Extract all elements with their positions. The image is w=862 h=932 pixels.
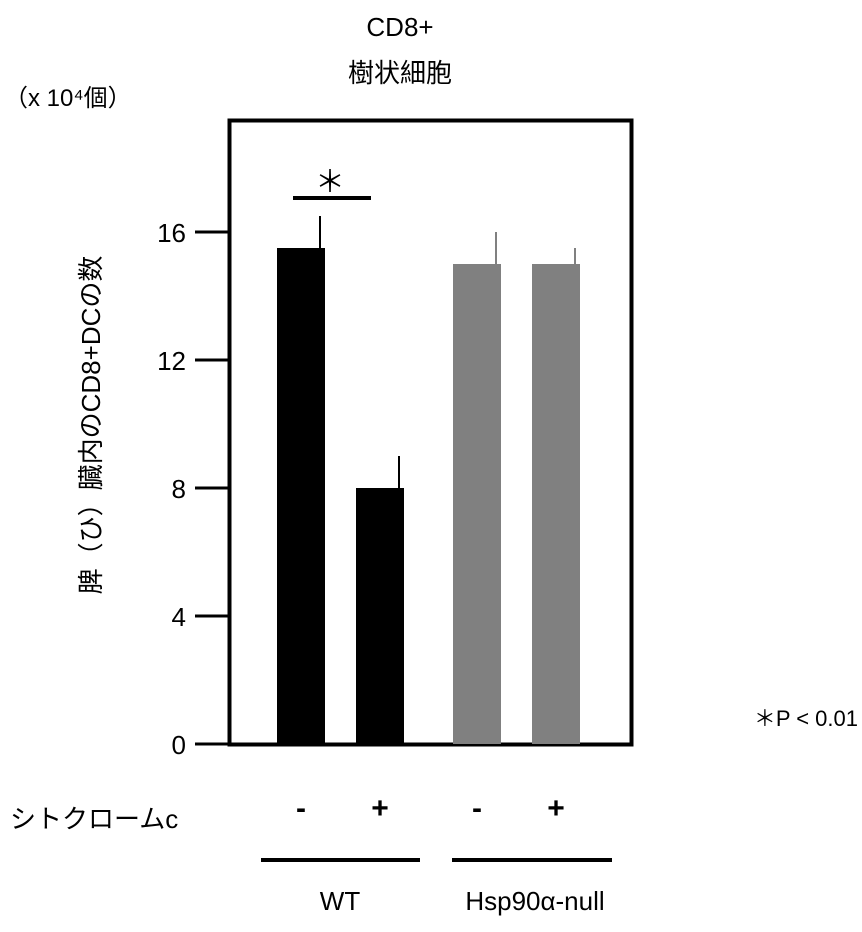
p-value-footnote: ＊P < 0.01 — [754, 706, 858, 731]
bars — [277, 248, 580, 744]
treatment-labels: - + - + — [296, 792, 565, 825]
y-tick-label: 12 — [157, 346, 186, 376]
error-bars — [319, 216, 576, 488]
y-tick-label: 16 — [157, 218, 186, 248]
chart-title-line-1: CD8+ — [366, 12, 433, 42]
group-label-hsp90: Hsp90α-null — [465, 886, 604, 916]
bar — [277, 248, 325, 744]
treatment-row-label: シトクロームc — [10, 804, 178, 834]
treatment-label: - — [472, 792, 482, 825]
unit-label: （x 10⁴個） — [4, 85, 132, 112]
group-label-wt: WT — [320, 886, 361, 916]
y-tick-label: 0 — [172, 730, 186, 760]
significance-marker: ＊ — [315, 166, 345, 199]
bar — [453, 264, 501, 744]
y-tick-label: 8 — [172, 474, 186, 504]
bar — [532, 264, 580, 744]
treatment-label: + — [547, 792, 565, 825]
treatment-label: + — [371, 792, 389, 825]
y-axis: 0 4 8 12 16 — [157, 218, 229, 760]
treatment-label: - — [296, 792, 306, 825]
y-axis-label: 脾（ひ）臓内のCD8+DCの数 — [76, 256, 106, 595]
bar — [356, 488, 404, 744]
plot-frame — [227, 118, 634, 747]
chart-title-line-2: 樹状細胞 — [348, 58, 452, 88]
y-tick-label: 4 — [172, 602, 186, 632]
